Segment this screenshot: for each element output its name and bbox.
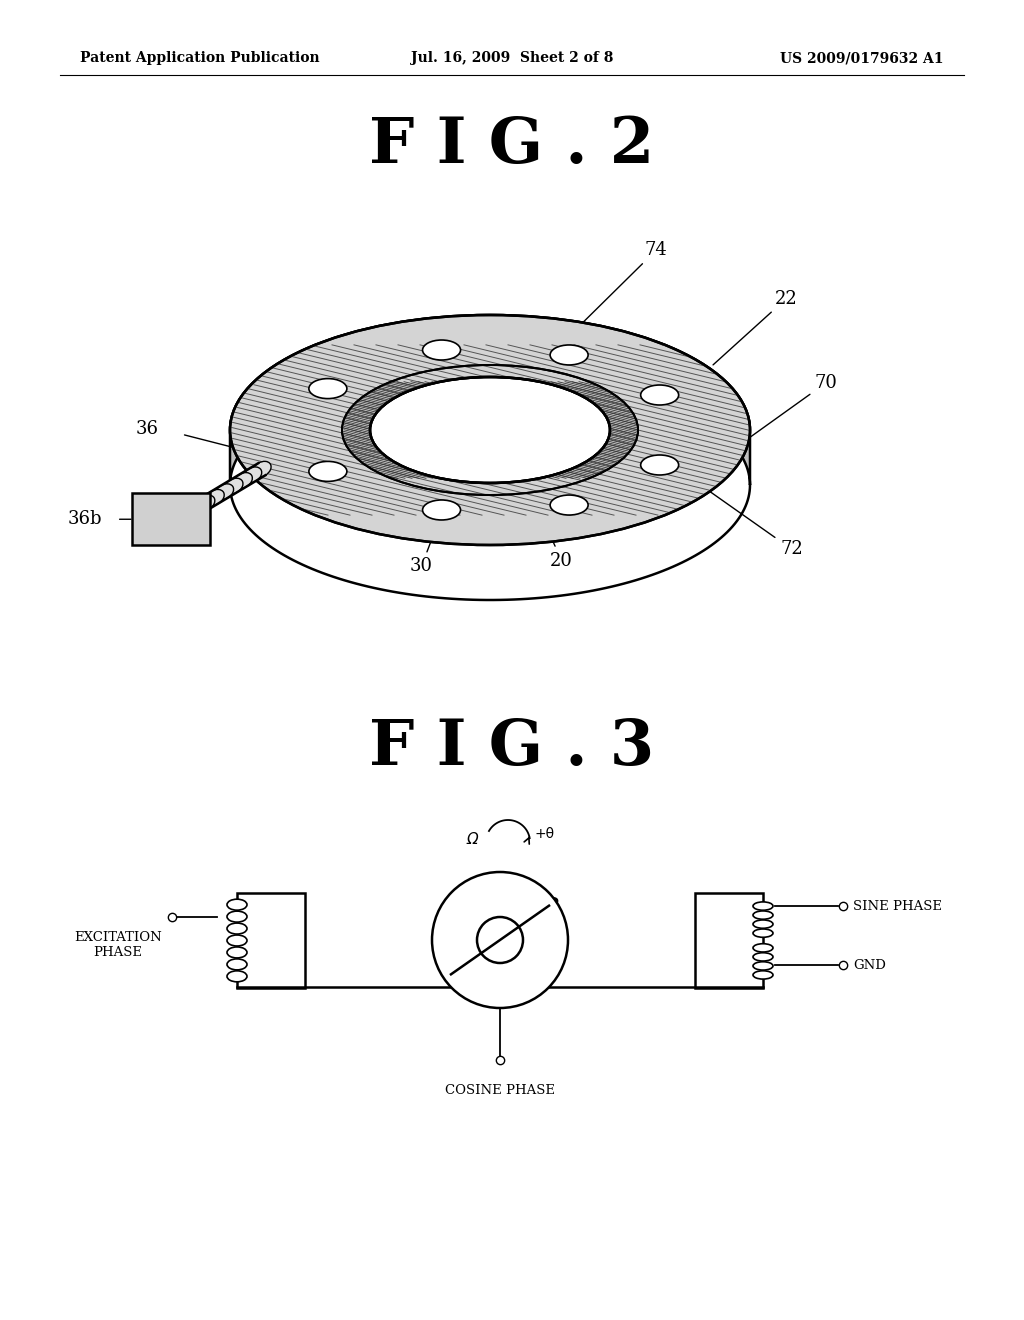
Text: SINE PHASE: SINE PHASE [853,900,942,913]
Ellipse shape [423,500,461,520]
Text: 20: 20 [527,483,572,569]
Ellipse shape [641,385,679,405]
Ellipse shape [753,902,773,911]
Text: GND: GND [853,958,886,972]
Ellipse shape [224,478,243,494]
Ellipse shape [215,484,233,500]
Text: Jul. 16, 2009  Sheet 2 of 8: Jul. 16, 2009 Sheet 2 of 8 [411,51,613,65]
Ellipse shape [233,473,252,488]
Ellipse shape [753,953,773,961]
Text: F I G . 2: F I G . 2 [370,115,654,176]
Ellipse shape [230,315,750,545]
Bar [237,894,305,987]
Text: COSINE PHASE: COSINE PHASE [445,1084,555,1097]
Ellipse shape [423,341,461,360]
Text: 36b: 36b [68,511,101,528]
Ellipse shape [309,379,347,399]
Text: 36: 36 [135,420,159,438]
Ellipse shape [227,899,247,911]
Text: 74: 74 [557,242,668,348]
Text: Ω: Ω [466,833,478,847]
Ellipse shape [753,920,773,928]
Text: F I G . 3: F I G . 3 [370,718,654,779]
Text: 72: 72 [695,480,803,558]
Ellipse shape [753,962,773,970]
Polygon shape [370,378,610,471]
Ellipse shape [753,929,773,937]
Ellipse shape [253,462,271,477]
Ellipse shape [550,345,588,364]
Ellipse shape [753,911,773,919]
Text: US 2009/0179632 A1: US 2009/0179632 A1 [780,51,944,65]
Text: 70: 70 [748,374,838,440]
Text: 22: 22 [713,289,798,364]
Ellipse shape [309,462,347,482]
Bar [695,894,763,987]
Ellipse shape [197,495,215,511]
Text: 42: 42 [535,898,560,915]
Ellipse shape [227,970,247,982]
Ellipse shape [227,911,247,923]
Ellipse shape [370,378,610,483]
Circle shape [432,873,568,1008]
Ellipse shape [550,495,588,515]
Ellipse shape [227,946,247,958]
Ellipse shape [243,467,262,483]
Polygon shape [230,315,750,484]
Ellipse shape [177,507,197,523]
Ellipse shape [227,958,247,970]
Ellipse shape [641,455,679,475]
Ellipse shape [186,500,206,516]
Ellipse shape [753,970,773,979]
Ellipse shape [227,923,247,935]
Text: +θ: +θ [535,828,555,841]
Bar [132,494,210,545]
Text: Patent Application Publication: Patent Application Publication [80,51,319,65]
Text: 30: 30 [410,483,453,576]
Text: 36a: 36a [307,412,341,430]
Ellipse shape [206,490,224,506]
Text: EXCITATION
PHASE: EXCITATION PHASE [75,931,162,960]
Ellipse shape [753,944,773,952]
Circle shape [477,917,523,964]
Ellipse shape [227,935,247,946]
